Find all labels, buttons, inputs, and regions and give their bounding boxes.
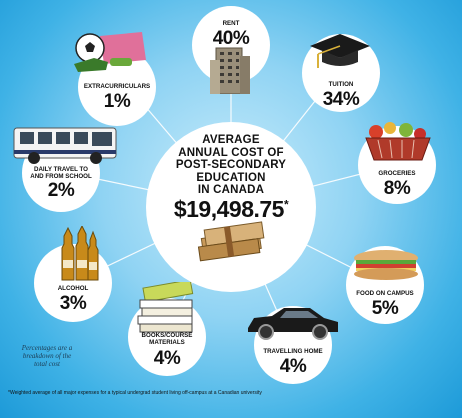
center-circle: AVERAGE ANNUAL COST OF POST-SECONDARY ED… (146, 122, 316, 292)
money-stack-icon (197, 221, 265, 262)
sports-gear-icon (74, 32, 146, 72)
beer-bottles-icon (61, 226, 99, 281)
grocery-basket-icon (365, 122, 431, 161)
total-cost: $19,498.75* (173, 196, 289, 222)
apartment-building-icon (210, 47, 250, 94)
car-icon (248, 308, 338, 340)
graduation-cap-icon (310, 34, 370, 68)
sandwich-icon (354, 250, 418, 280)
daily-travel-label: DAILY TRAVEL TO AND FROM SCHOOL (30, 166, 92, 180)
percentage-note: Percentages are a breakdown of the total… (21, 344, 73, 368)
bus-icon (13, 127, 117, 164)
center-title: AVERAGE ANNUAL COST OF POST-SECONDARY ED… (175, 134, 287, 196)
books-label: BOOKS/COURSE MATERIALS (141, 332, 193, 346)
footnote: *Weighted average of all major expenses … (8, 390, 262, 396)
books-icon (137, 282, 194, 333)
